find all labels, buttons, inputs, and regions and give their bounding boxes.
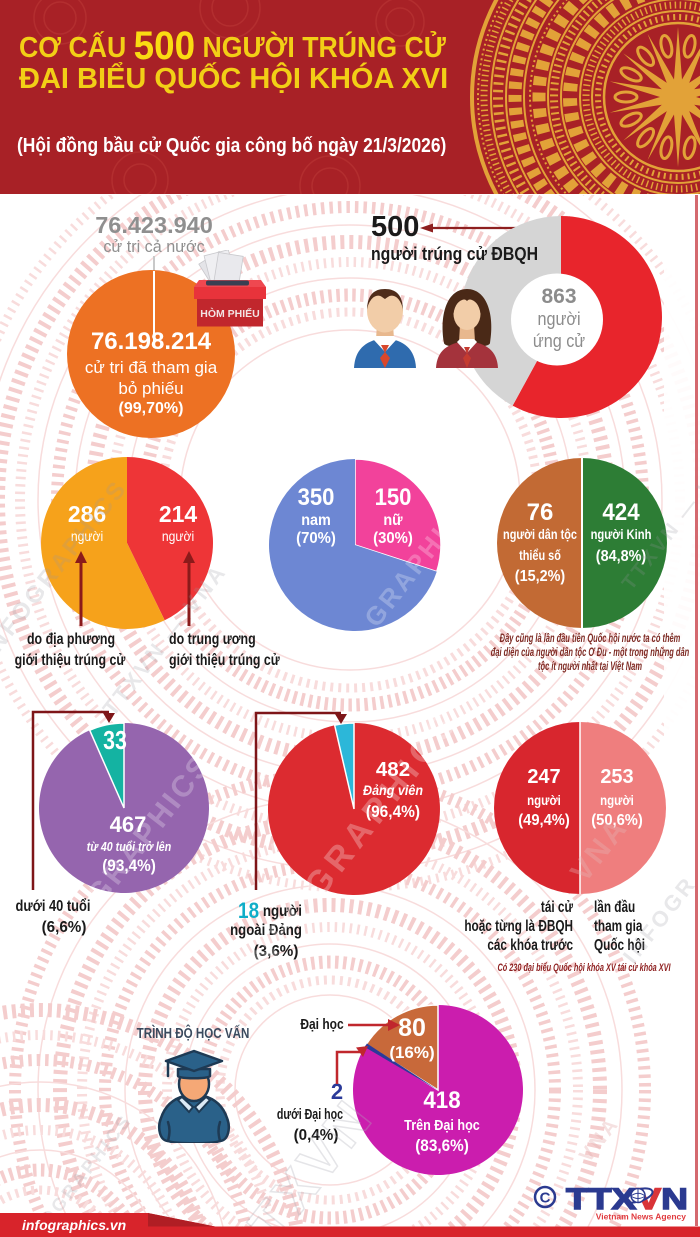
svg-text:C: C [540, 1190, 551, 1207]
svg-text:HÒM PHIẾU: HÒM PHIẾU [200, 307, 260, 320]
svg-text:Vietnam News Agency: Vietnam News Agency [596, 1212, 687, 1222]
